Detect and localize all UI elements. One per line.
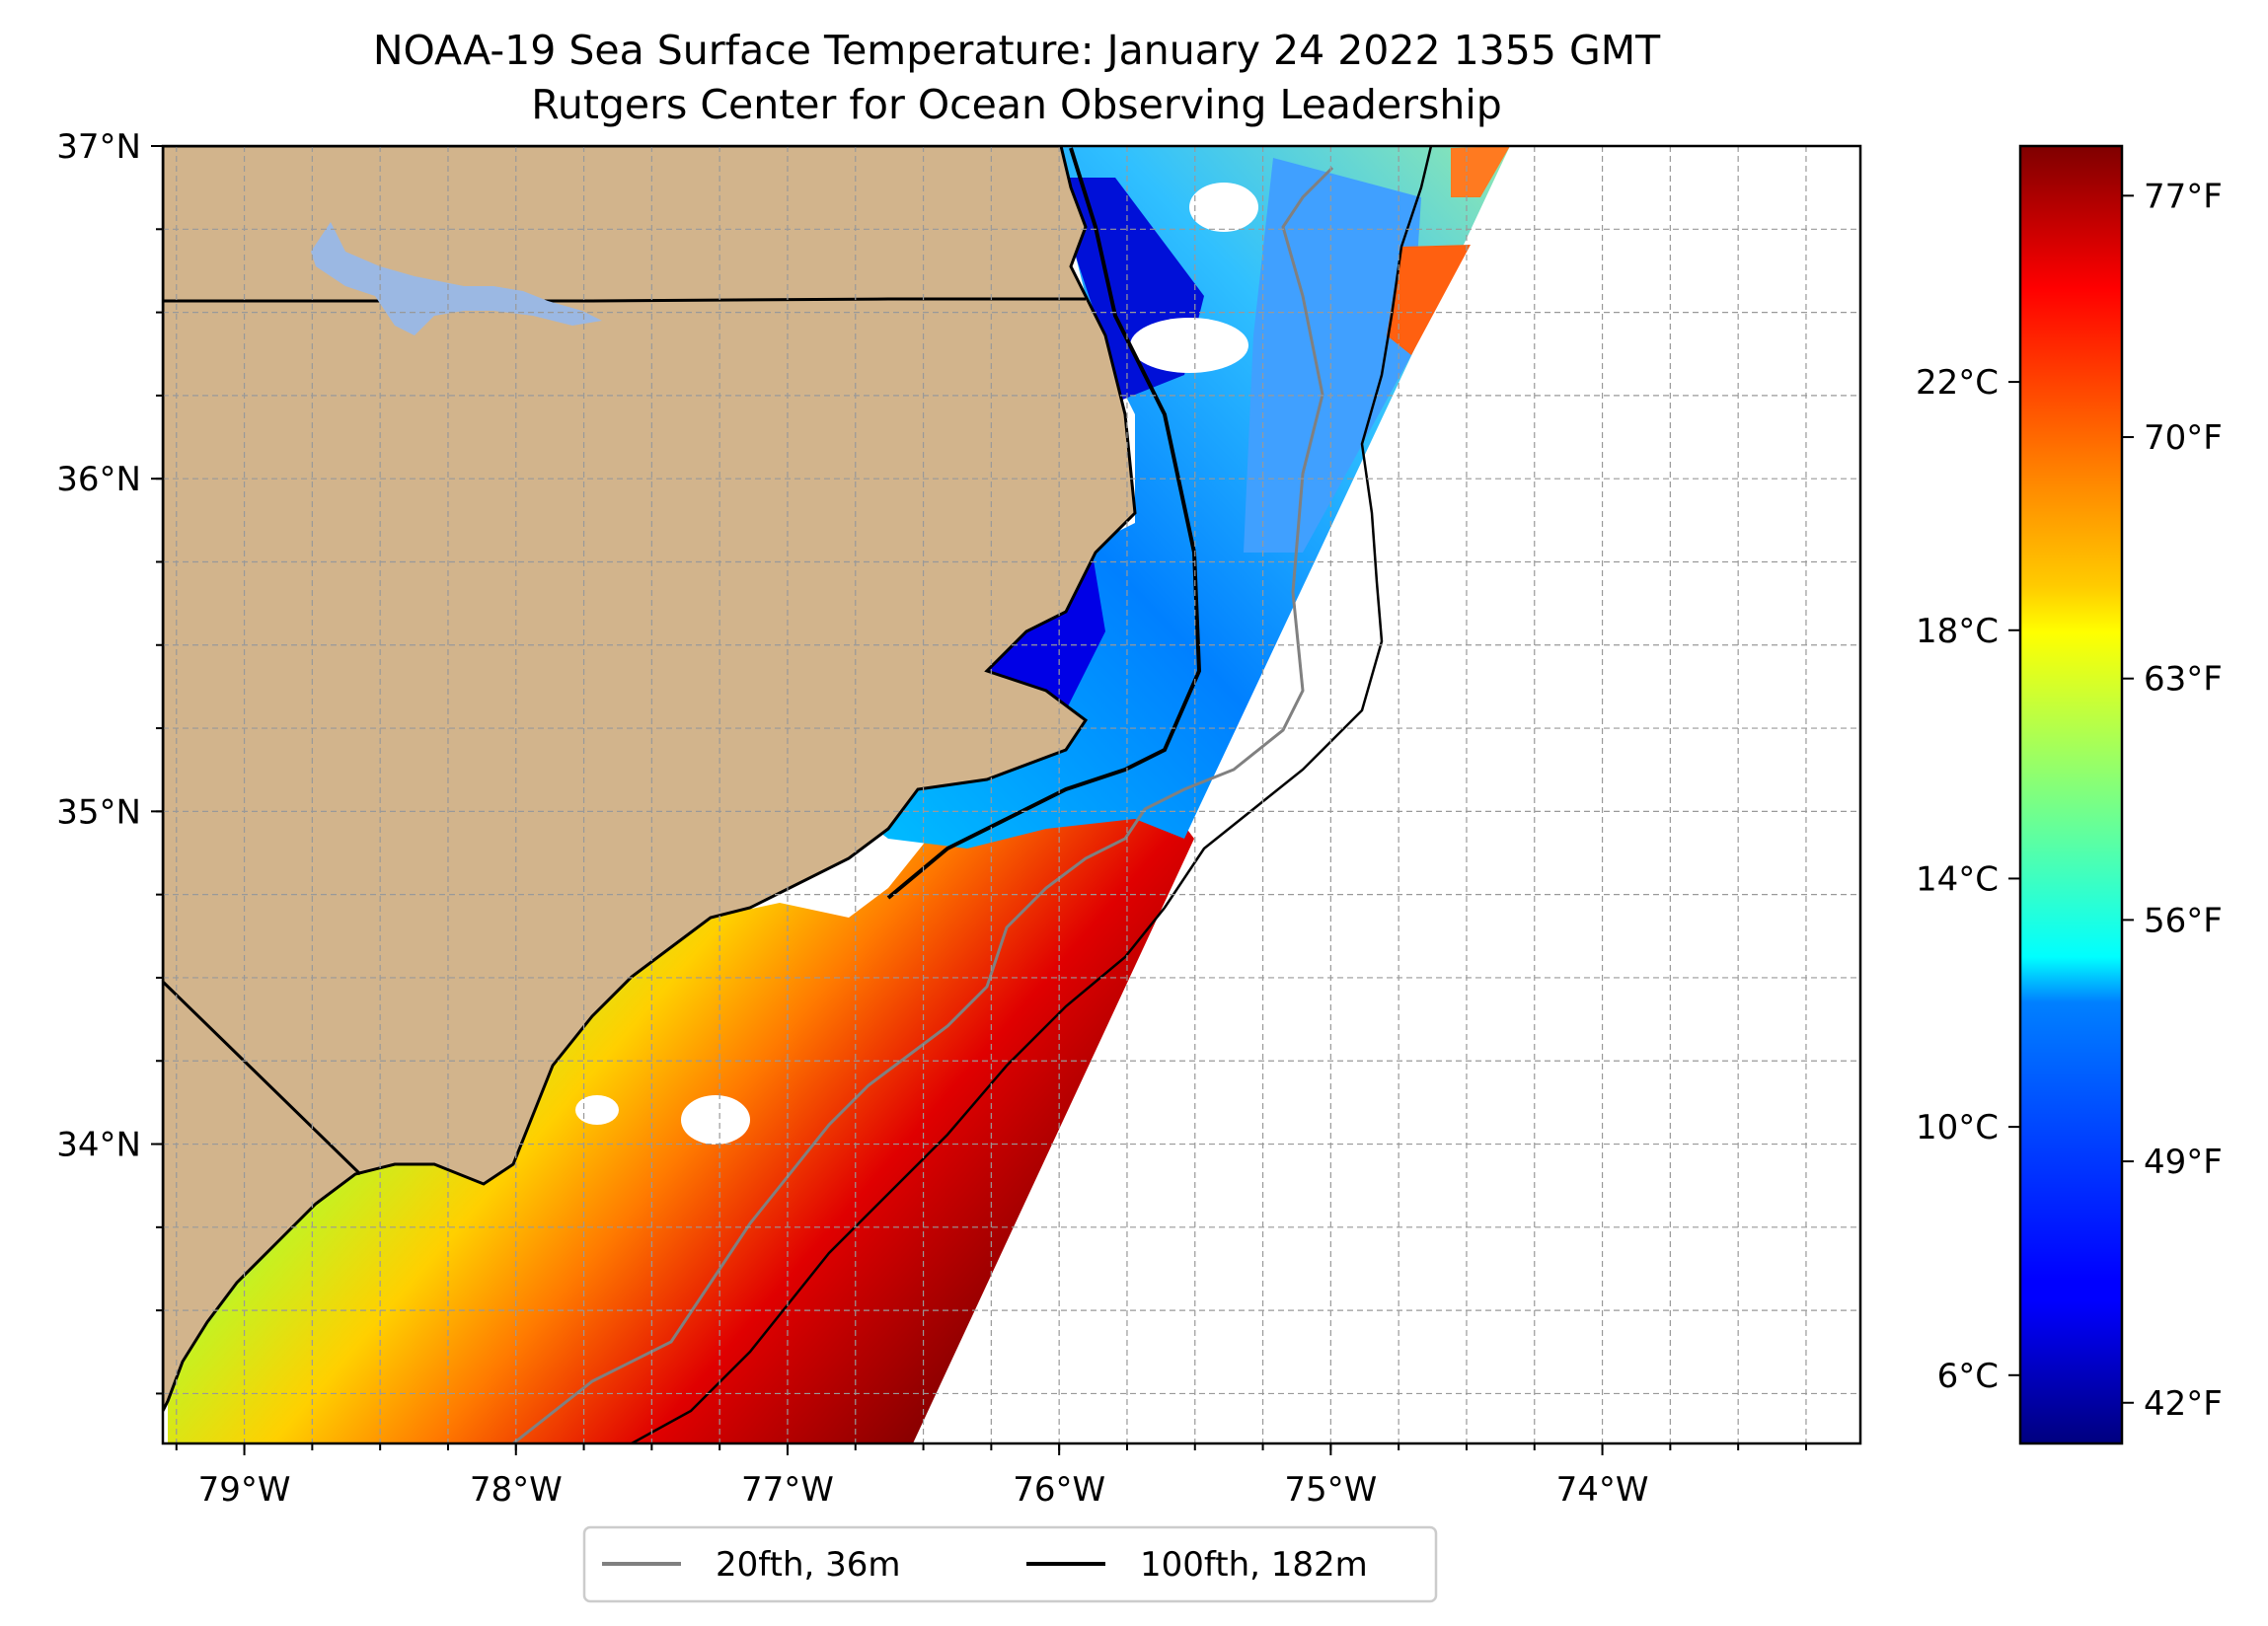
state-border-va-nc bbox=[163, 297, 1086, 303]
colorbar-label-f: 56°F bbox=[2144, 901, 2223, 940]
colorbar-celsius-ticks: 6°C 10°C 14°C 18°C 22°C bbox=[1916, 363, 2020, 1396]
latitude-ticks: 37°N 36°N 35°N 34°N bbox=[56, 127, 163, 1165]
sst-swath-south bbox=[168, 789, 1194, 1443]
legend: 20fth, 36m 100fth, 182m bbox=[582, 1525, 1438, 1603]
gridlines bbox=[156, 145, 1860, 1450]
map-axes-frame bbox=[161, 144, 1862, 1445]
figure-title: NOAA-19 Sea Surface Temperature: January… bbox=[372, 27, 1661, 74]
legend-frame bbox=[582, 1525, 1438, 1603]
state-border-nc-sc bbox=[163, 980, 362, 1176]
colorbar-label-c: 22°C bbox=[1916, 363, 1999, 403]
longitude-ticks: 79°W 78°W 77°W 76°W 75°W 74°W bbox=[198, 1443, 1649, 1510]
lon-tick-label: 74°W bbox=[1556, 1470, 1649, 1510]
colorbar-fahrenheit-ticks: 42°F 49°F 56°F 63°F 70°F 77°F bbox=[2122, 177, 2223, 1424]
cloud-gap bbox=[1130, 318, 1248, 373]
lat-tick-label: 34°N bbox=[56, 1126, 141, 1165]
legend-label-20fth: 20fth, 36m bbox=[716, 1545, 901, 1585]
colorbar-gradient bbox=[2018, 144, 2124, 1445]
legend-label-100fth: 100fth, 182m bbox=[1140, 1545, 1368, 1585]
contour-20fth bbox=[512, 166, 1334, 1443]
colorbar: 6°C 10°C 14°C 18°C 22°C 42°F 49°F 56°F 63°F 70°F… bbox=[1916, 144, 2223, 1445]
colorbar-label-f: 63°F bbox=[2144, 660, 2223, 700]
outer-banks bbox=[886, 147, 1202, 900]
cloud-gap bbox=[575, 1095, 619, 1125]
lon-tick-label: 78°W bbox=[470, 1470, 563, 1510]
figure-subtitle: Rutgers Center for Ocean Observing Leade… bbox=[531, 81, 1502, 128]
map-area bbox=[163, 146, 1510, 1443]
colorbar-label-c: 18°C bbox=[1916, 612, 1999, 651]
cloud-gap bbox=[1189, 183, 1258, 232]
colorbar-label-c: 14°C bbox=[1916, 859, 1999, 899]
cloud-gap bbox=[681, 1095, 750, 1145]
lat-tick-label: 35°N bbox=[56, 792, 141, 832]
colorbar-label-f: 77°F bbox=[2144, 177, 2223, 216]
colorbar-label-f: 70°F bbox=[2144, 418, 2223, 458]
land-north-carolina bbox=[163, 146, 1137, 1412]
sst-warm-patch-2 bbox=[1451, 146, 1510, 197]
colorbar-label-c: 10°C bbox=[1916, 1108, 1999, 1147]
lon-tick-label: 76°W bbox=[1013, 1470, 1105, 1510]
colorbar-label-c: 6°C bbox=[1937, 1357, 1999, 1396]
lat-tick-label: 36°N bbox=[56, 460, 141, 499]
contour-100fth bbox=[631, 146, 1433, 1443]
sst-swath-far-north bbox=[1244, 158, 1421, 553]
lat-tick-label: 37°N bbox=[56, 127, 141, 167]
colorbar-label-f: 42°F bbox=[2144, 1384, 2223, 1424]
lon-tick-label: 75°W bbox=[1284, 1470, 1377, 1510]
albemarle-sound bbox=[869, 178, 1204, 493]
lon-tick-label: 77°W bbox=[741, 1470, 834, 1510]
lake bbox=[311, 222, 602, 335]
colorbar-label-f: 49°F bbox=[2144, 1143, 2223, 1182]
lon-tick-label: 79°W bbox=[198, 1470, 291, 1510]
sst-warm-patch bbox=[1387, 245, 1471, 355]
